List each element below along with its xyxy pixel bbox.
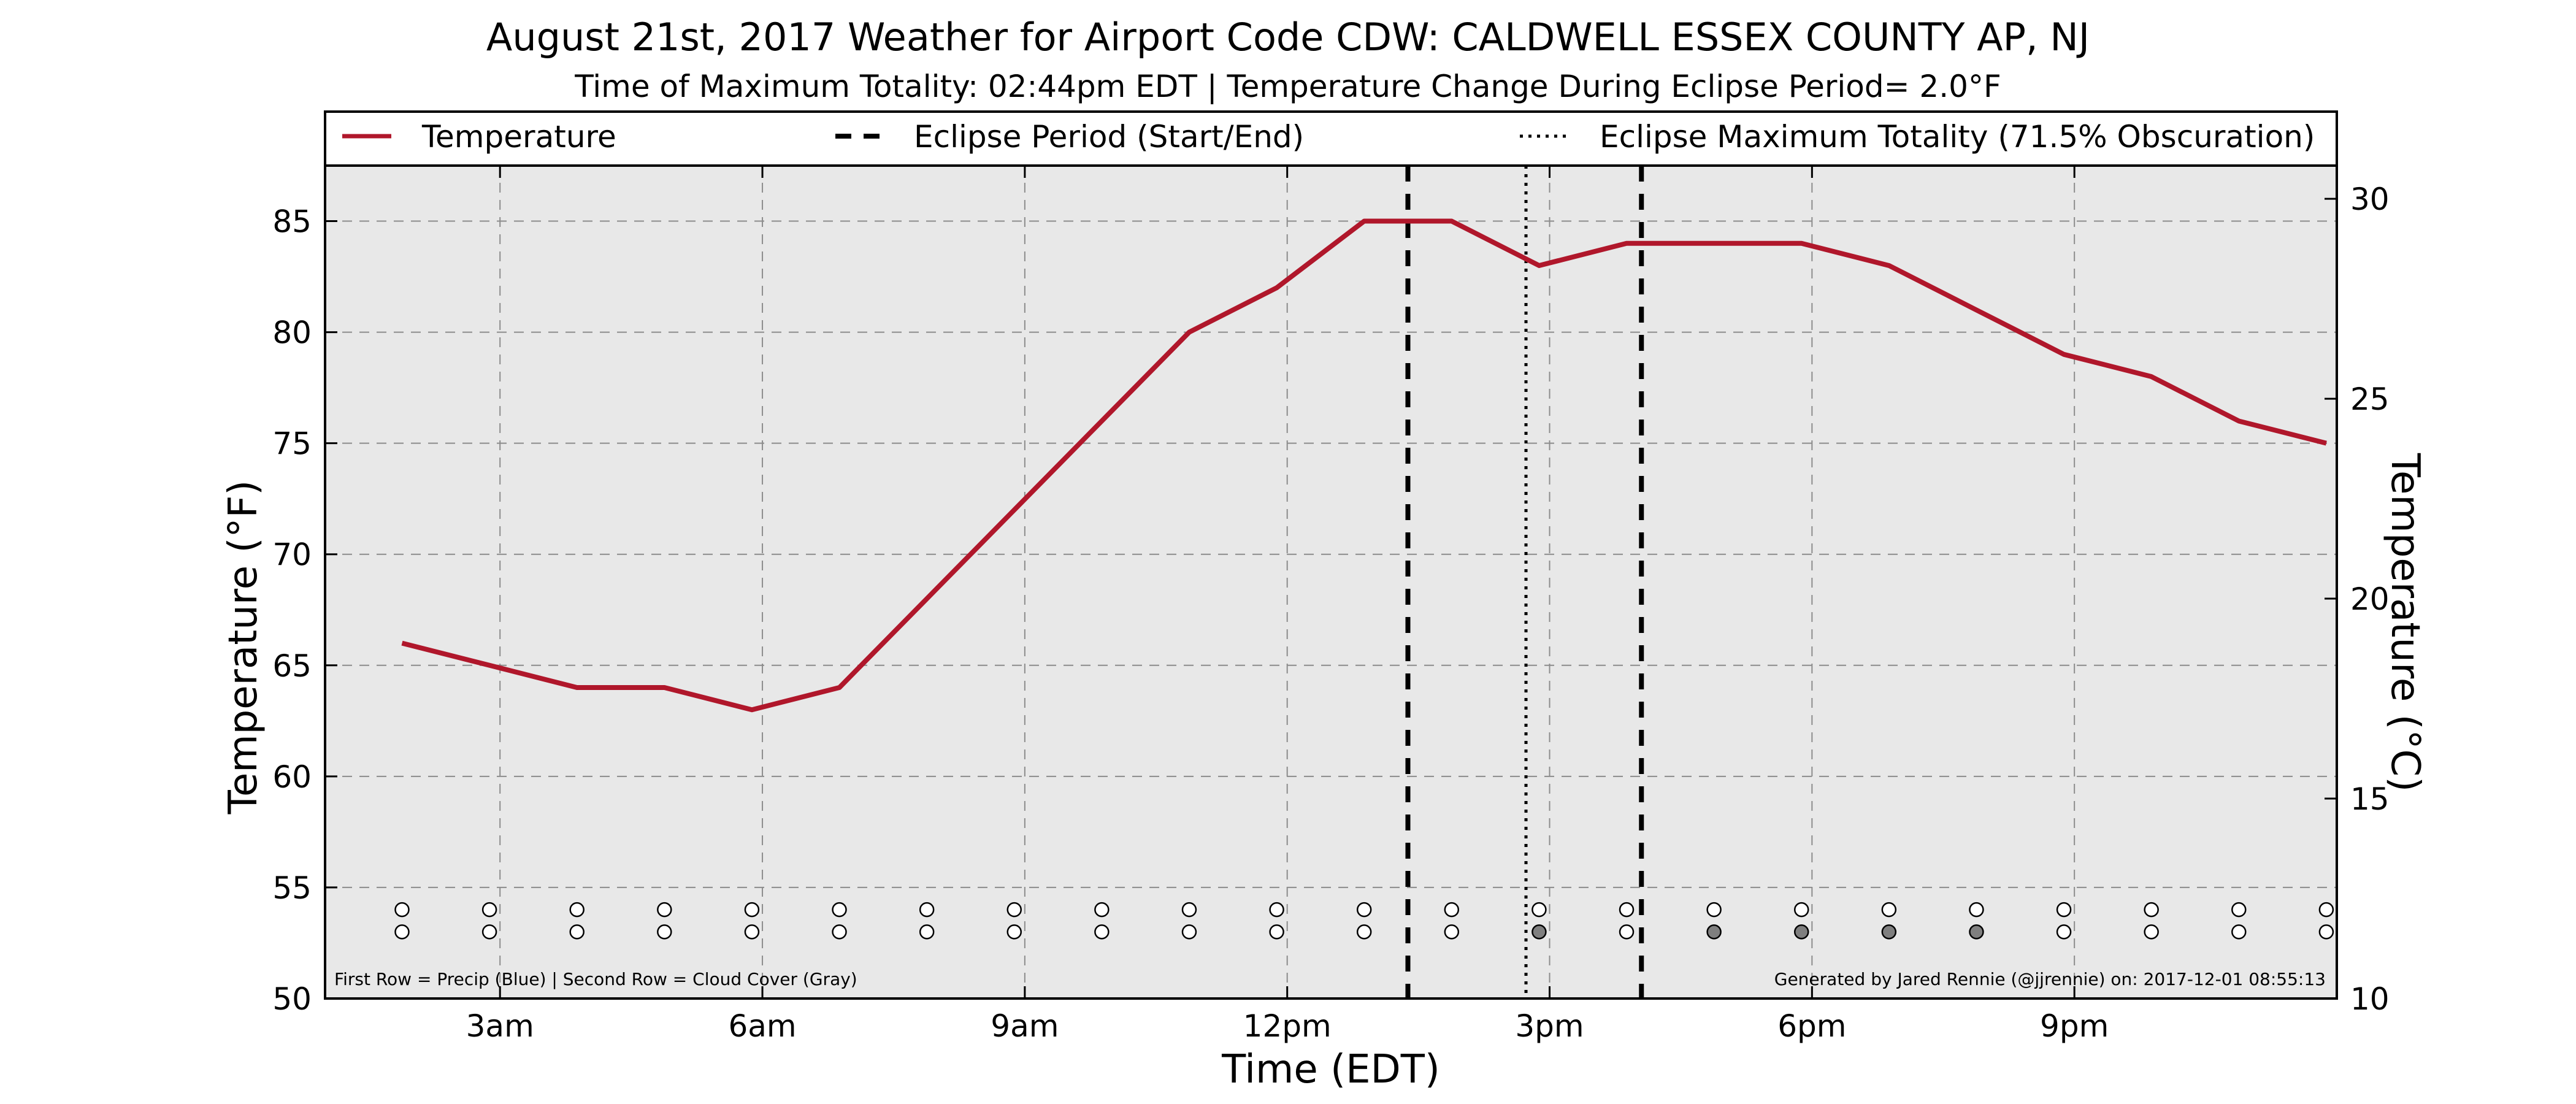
cloud-cover-marker [2318, 924, 2334, 940]
precip-marker [1006, 902, 1022, 918]
precip-marker [832, 902, 847, 918]
cloud-cover-marker [1181, 924, 1197, 940]
legend-eclipse-period-label: Eclipse Period (Start/End) [914, 119, 1304, 155]
y2-tick-label: 10 [2350, 981, 2390, 1017]
precip-marker [1619, 902, 1635, 918]
legend-max-totality-label: Eclipse Maximum Totality (71.5% Obscurat… [1600, 119, 2315, 155]
chart-subtitle: Time of Maximum Totality: 02:44pm EDT | … [574, 69, 2001, 104]
precip-marker [2318, 902, 2334, 918]
y2-axis-label: Temperature (°C) [2382, 453, 2428, 792]
y2-tick-label: 20 [2350, 581, 2390, 617]
cloud-cover-marker [569, 924, 585, 940]
cloud-cover-marker [1619, 924, 1635, 940]
x-tick-label: 9am [991, 1008, 1059, 1044]
y-tick-label: 55 [272, 870, 312, 906]
x-tick-label: 3pm [1515, 1008, 1584, 1044]
precip-marker [744, 902, 760, 918]
cloud-cover-marker [1793, 924, 1809, 940]
cloud-cover-marker [481, 924, 497, 940]
temperature-series-line [401, 218, 2327, 713]
precip-marker [2144, 902, 2159, 918]
cloud-cover-marker [2144, 924, 2159, 940]
x-tick-label: 3am [466, 1008, 534, 1044]
cloud-cover-marker [657, 924, 672, 940]
x-axis-label: Time (EDT) [1221, 1047, 1440, 1092]
precip-marker [1706, 902, 1722, 918]
y-tick-label: 80 [272, 315, 312, 351]
cloud-cover-marker [919, 924, 935, 940]
cloud-cover-marker [2231, 924, 2247, 940]
footnote-right: Generated by Jared Rennie (@jjrennie) on… [1774, 969, 2326, 989]
precip-marker [481, 902, 497, 918]
y-tick-label: 65 [272, 648, 312, 684]
y-tick-label: 70 [272, 537, 312, 573]
y2-axis-ticks: 10 15 20 25 30 [2325, 182, 2390, 1017]
grid-lines [325, 166, 2337, 999]
cloud-cover-marker [1969, 924, 1984, 940]
cloud-cover-marker [1356, 924, 1372, 940]
x-tick-label: 6pm [1777, 1008, 1846, 1044]
cloud-cover-marker [1444, 924, 1460, 940]
plot-area [325, 166, 2337, 999]
precip-marker [2231, 902, 2247, 918]
marker-rows [394, 902, 2334, 940]
cloud-cover-marker [1094, 924, 1110, 940]
legend-temperature-label: Temperature [421, 119, 616, 155]
cloud-cover-marker [1706, 924, 1722, 940]
series-layer [401, 218, 2327, 713]
precip-marker [1094, 902, 1110, 918]
cloud-cover-marker [832, 924, 847, 940]
precip-marker [2056, 902, 2072, 918]
precip-marker [1444, 902, 1460, 918]
cloud-cover-marker [1269, 924, 1284, 940]
x-tick-label: 12pm [1243, 1008, 1332, 1044]
y-tick-label: 50 [272, 981, 312, 1017]
precip-marker [1181, 902, 1197, 918]
precip-marker [394, 902, 410, 918]
y2-tick-label: 30 [2350, 182, 2390, 217]
legend-box [324, 110, 2338, 167]
precip-marker [1531, 902, 1547, 918]
footnote-left: First Row = Precip (Blue) | Second Row =… [334, 969, 857, 989]
precip-marker [1969, 902, 1984, 918]
precip-marker [919, 902, 935, 918]
cloud-cover-marker [1881, 924, 1897, 940]
x-axis-ticks: 3am 6am 9am 12pm 3pm 6pm 9pm [466, 166, 2109, 1044]
eclipse-lines [1405, 166, 1644, 999]
precip-marker [1881, 902, 1897, 918]
y2-tick-label: 15 [2350, 781, 2390, 817]
cloud-cover-marker [1006, 924, 1022, 940]
cloud-cover-marker [2056, 924, 2072, 940]
precip-marker [657, 902, 672, 918]
y-tick-label: 60 [272, 759, 312, 795]
precip-marker [1356, 902, 1372, 918]
x-tick-label: 6am [728, 1008, 796, 1044]
y-tick-label: 75 [272, 426, 312, 462]
precip-marker [569, 902, 585, 918]
y-axis-label: Temperature (°F) [221, 480, 266, 815]
precip-marker [1269, 902, 1284, 918]
y-tick-label: 85 [272, 204, 312, 240]
cloud-cover-marker [1531, 924, 1547, 940]
cloud-cover-marker [744, 924, 760, 940]
cloud-cover-marker [394, 924, 410, 940]
y-axis-ticks: 50 55 60 65 70 75 80 85 [272, 204, 337, 1017]
x-tick-label: 9pm [2040, 1008, 2109, 1044]
precip-marker [1793, 902, 1809, 918]
chart-title: August 21st, 2017 Weather for Airport Co… [486, 15, 2090, 59]
y2-tick-label: 25 [2350, 381, 2390, 417]
